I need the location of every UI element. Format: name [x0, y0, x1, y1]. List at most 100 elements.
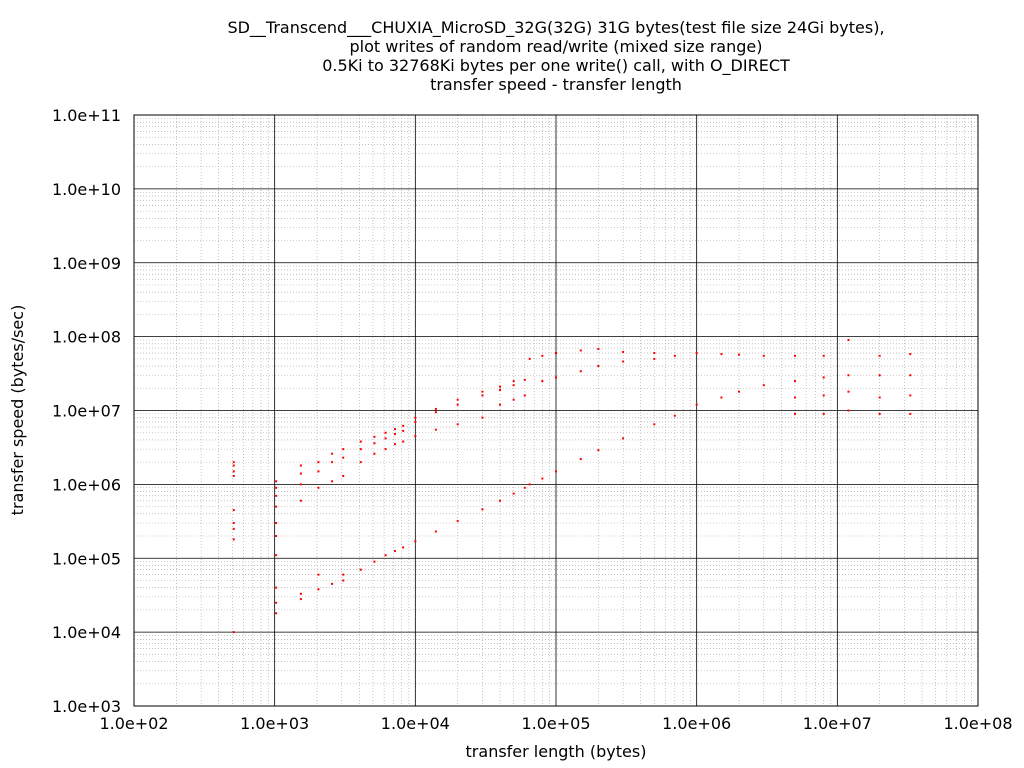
data-point — [414, 435, 417, 438]
data-point — [317, 486, 320, 489]
data-point — [373, 452, 376, 455]
data-point — [275, 522, 278, 525]
data-point — [597, 449, 600, 452]
x-tick-label: 1.0e+07 — [803, 714, 872, 733]
data-point — [512, 380, 515, 383]
data-point — [393, 443, 396, 446]
data-point — [481, 390, 484, 393]
data-point — [878, 396, 881, 399]
data-point — [317, 573, 320, 576]
data-point — [793, 396, 796, 399]
data-point — [331, 452, 334, 455]
data-point — [481, 394, 484, 397]
data-point — [541, 380, 544, 383]
data-point — [512, 492, 515, 495]
x-tick-label: 1.0e+05 — [521, 714, 590, 733]
data-point — [232, 470, 235, 473]
data-point — [456, 403, 459, 406]
data-point — [434, 407, 437, 410]
data-point — [373, 442, 376, 445]
data-point — [342, 474, 345, 477]
data-point — [822, 412, 825, 415]
data-point — [384, 431, 387, 434]
data-point — [762, 354, 765, 357]
data-point — [384, 554, 387, 557]
data-point — [456, 519, 459, 522]
data-point — [232, 474, 235, 477]
data-point — [434, 530, 437, 533]
data-point — [275, 586, 278, 589]
data-point — [275, 612, 278, 615]
data-point — [359, 440, 362, 443]
data-point — [275, 601, 278, 604]
data-point — [793, 412, 796, 415]
data-point — [579, 349, 582, 352]
data-point — [499, 385, 502, 388]
data-point — [528, 357, 531, 360]
data-point — [481, 416, 484, 419]
data-point — [793, 380, 796, 383]
x-tick-label: 1.0e+02 — [99, 714, 168, 733]
data-point — [342, 573, 345, 576]
data-point — [653, 423, 656, 426]
data-point — [481, 508, 484, 511]
data-point — [275, 505, 278, 508]
data-point — [523, 378, 526, 381]
data-point — [653, 357, 656, 360]
x-axis-label: transfer length (bytes) — [466, 742, 647, 761]
y-axis-label: transfer speed (bytes/sec) — [8, 305, 27, 516]
title-line-3: 0.5Ki to 32768Ki bytes per one write() c… — [322, 56, 790, 76]
data-point — [331, 480, 334, 483]
major-grid — [134, 115, 978, 706]
data-point — [878, 374, 881, 377]
data-point — [414, 540, 417, 543]
data-point — [541, 354, 544, 357]
y-tick-label: 1.0e+07 — [52, 402, 121, 421]
title-line-1: SD__Transcend___CHUXIA_MicroSD_32G(32G) … — [227, 18, 884, 38]
data-point — [793, 354, 796, 357]
data-point — [232, 464, 235, 467]
data-point — [579, 370, 582, 373]
data-point — [299, 464, 302, 467]
data-point — [373, 435, 376, 438]
data-point — [299, 472, 302, 475]
data-point — [555, 470, 557, 473]
y-tick-label: 1.0e+06 — [52, 475, 121, 494]
data-point — [275, 486, 278, 489]
data-point — [909, 374, 912, 377]
data-point — [359, 448, 362, 451]
data-point — [597, 347, 600, 350]
data-point — [342, 448, 345, 451]
data-point — [909, 412, 912, 415]
data-point — [342, 579, 345, 582]
data-point — [512, 398, 515, 401]
title-line-2: plot writes of random read/write (mixed … — [350, 37, 763, 56]
x-tick-labels: 1.0e+02 1.0e+03 1.0e+04 1.0e+05 1.0e+06 1.0e+… — [99, 714, 1012, 733]
data-point — [847, 409, 850, 412]
data-point — [720, 353, 723, 356]
data-point — [359, 568, 362, 571]
data-point — [232, 461, 235, 464]
title-line-4: transfer speed - transfer length — [430, 75, 682, 94]
data-point — [738, 353, 741, 356]
data-point — [275, 535, 278, 538]
data-point — [232, 522, 235, 525]
chart-title: SD__Transcend___CHUXIA_MicroSD_32G(32G) … — [227, 18, 884, 94]
y-tick-label: 1.0e+05 — [52, 549, 121, 568]
data-point — [456, 398, 459, 401]
data-point — [579, 458, 582, 461]
data-point — [695, 403, 698, 406]
data-point — [275, 494, 278, 497]
y-tick-label: 1.0e+03 — [52, 697, 121, 716]
data-point — [499, 403, 502, 406]
data-point — [402, 429, 405, 432]
data-point — [317, 461, 320, 464]
data-point — [555, 352, 557, 355]
data-point — [555, 376, 557, 379]
data-point — [434, 428, 437, 431]
data-point — [393, 428, 396, 431]
data-point — [434, 411, 437, 414]
data-point — [299, 483, 302, 486]
minor-grid — [134, 115, 978, 706]
data-point — [275, 480, 278, 483]
